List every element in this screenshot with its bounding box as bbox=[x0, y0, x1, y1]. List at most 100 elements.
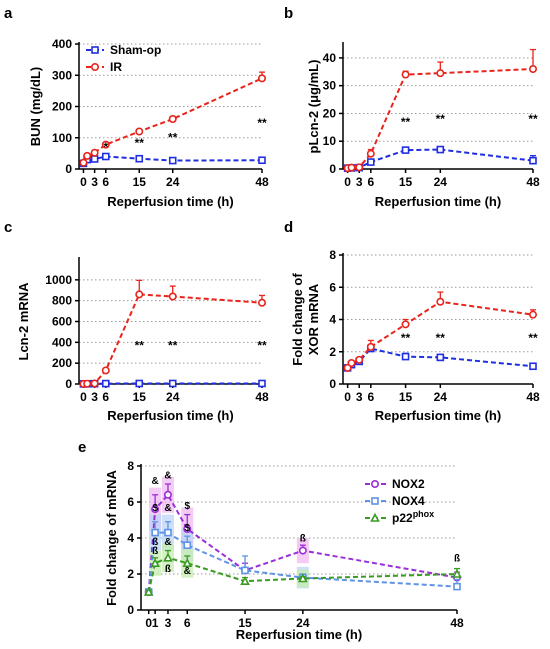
data-point bbox=[79, 158, 88, 167]
x-tick-label: 0 bbox=[344, 390, 351, 404]
data-point bbox=[367, 158, 375, 166]
y-tick-label: 2 bbox=[329, 345, 336, 359]
y-tick-label: 0 bbox=[329, 377, 336, 391]
y-tick-label: 400 bbox=[52, 37, 72, 51]
significance-mark: ** bbox=[528, 331, 538, 345]
x-tick-label: 6 bbox=[184, 616, 191, 630]
data-point bbox=[257, 74, 266, 83]
data-point bbox=[240, 576, 250, 586]
y-tick-label: 0 bbox=[127, 603, 134, 617]
data-point bbox=[83, 379, 92, 388]
data-point bbox=[528, 65, 537, 74]
data-point bbox=[241, 566, 249, 575]
legend-label: p22phox bbox=[392, 509, 434, 525]
data-point bbox=[258, 379, 266, 388]
data-point bbox=[436, 297, 445, 306]
x-tick-label: 0 bbox=[80, 175, 87, 189]
significance-mark: $ bbox=[184, 501, 190, 512]
series-ir bbox=[343, 291, 537, 372]
series-sham-op bbox=[79, 152, 266, 168]
significance-mark: ** bbox=[168, 131, 178, 145]
data-point bbox=[135, 154, 144, 163]
data-point bbox=[355, 355, 364, 364]
significance-mark: & bbox=[164, 537, 171, 548]
x-tick-label: 48 bbox=[450, 616, 464, 630]
x-axis-title: Reperfusion time (h) bbox=[236, 627, 362, 642]
series-ir bbox=[343, 48, 537, 173]
data-point bbox=[168, 292, 177, 301]
data-point bbox=[182, 558, 193, 568]
x-tick-label: 3 bbox=[91, 175, 98, 189]
x-tick-label: 3 bbox=[356, 390, 363, 404]
significance-mark: ** bbox=[257, 339, 267, 353]
data-point bbox=[401, 352, 410, 361]
x-tick-label: 3 bbox=[165, 616, 172, 630]
x-axis-title: Reperfusion time (h) bbox=[107, 194, 233, 209]
y-tick-label: 1000 bbox=[45, 273, 72, 287]
y-tick-label: 400 bbox=[52, 335, 72, 349]
x-tick-label: 0 bbox=[80, 390, 87, 404]
data-point bbox=[529, 362, 537, 371]
x-axis-title: Reperfusion time (h) bbox=[375, 408, 501, 423]
data-point bbox=[401, 146, 410, 154]
series-p22 bbox=[143, 549, 462, 596]
data-point bbox=[452, 568, 462, 578]
x-tick-label: 3 bbox=[91, 390, 98, 404]
data-point bbox=[401, 320, 410, 329]
x-tick-label: 15 bbox=[133, 175, 147, 189]
data-point bbox=[529, 156, 537, 165]
x-tick-label: 24 bbox=[434, 175, 448, 189]
legend-marker bbox=[371, 497, 379, 505]
data-point bbox=[168, 379, 177, 388]
legend-label: IR bbox=[110, 60, 122, 74]
x-tick-label: 1 bbox=[152, 616, 159, 630]
legend-marker bbox=[91, 62, 100, 71]
legend: Sham-op IR bbox=[86, 43, 161, 74]
legend-marker bbox=[370, 512, 380, 522]
data-point bbox=[366, 342, 375, 351]
y-tick-label: 40 bbox=[323, 51, 337, 65]
y-tick-label: 200 bbox=[52, 356, 72, 370]
significance-mark: $ bbox=[184, 523, 190, 534]
legend-marker bbox=[370, 479, 379, 488]
x-tick-label: 0 bbox=[145, 616, 152, 630]
y-tick-label: 2 bbox=[127, 567, 134, 581]
data-point bbox=[135, 290, 144, 299]
series-ir bbox=[79, 279, 266, 388]
legend-marker bbox=[91, 46, 99, 54]
y-tick-label: 800 bbox=[52, 294, 72, 308]
data-point bbox=[366, 149, 375, 158]
data-point bbox=[298, 573, 308, 583]
x-tick-label: 24 bbox=[434, 390, 448, 404]
y-tick-label: 10 bbox=[323, 134, 337, 148]
x-tick-label: 48 bbox=[255, 175, 269, 189]
x-tick-label: 24 bbox=[166, 390, 180, 404]
y-tick-label: 8 bbox=[127, 459, 134, 473]
data-point bbox=[101, 379, 110, 388]
y-axis-title: BUN (mg/dL) bbox=[28, 67, 43, 146]
data-point bbox=[143, 586, 154, 596]
x-tick-label: 6 bbox=[367, 390, 374, 404]
data-point bbox=[347, 359, 356, 368]
significance-mark: ** bbox=[436, 331, 446, 345]
x-tick-label: 15 bbox=[133, 390, 147, 404]
y-axis-title-line1: Fold change of bbox=[290, 273, 305, 366]
significance-mark: ß bbox=[454, 553, 460, 564]
x-tick-label: 6 bbox=[102, 390, 109, 404]
data-point bbox=[183, 524, 192, 533]
x-tick-label: 24 bbox=[166, 175, 180, 189]
x-tick-label: 6 bbox=[102, 175, 109, 189]
significance-mark: ** bbox=[528, 112, 538, 126]
data-point bbox=[150, 558, 160, 568]
y-axis-title-line2: XOR mRNA bbox=[306, 283, 321, 355]
significance-mark: & bbox=[164, 471, 171, 482]
x-axis-title: Reperfusion time (h) bbox=[375, 194, 501, 209]
x-tick-label: 6 bbox=[367, 175, 374, 189]
data-point bbox=[101, 152, 110, 161]
y-tick-label: 200 bbox=[52, 100, 72, 114]
